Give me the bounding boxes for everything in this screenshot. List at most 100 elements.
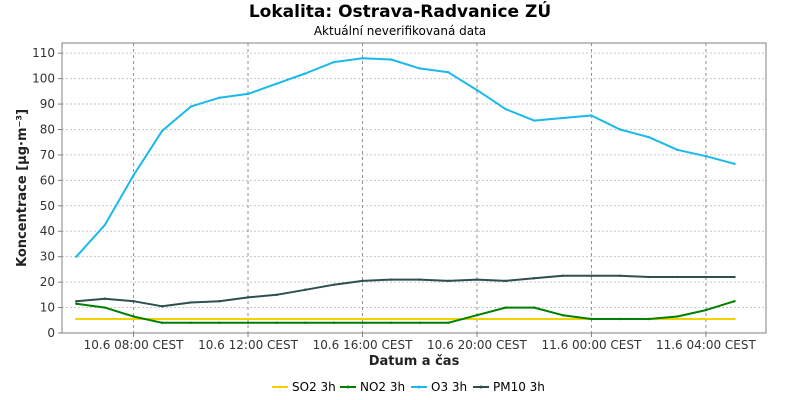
data-point bbox=[361, 279, 364, 283]
data-point bbox=[561, 317, 565, 321]
data-point bbox=[532, 306, 536, 309]
legend-swatch-point bbox=[417, 385, 421, 389]
data-point bbox=[475, 278, 479, 281]
data-point bbox=[504, 317, 507, 321]
data-point bbox=[532, 119, 536, 122]
y-tick-label: 80 bbox=[40, 122, 55, 136]
data-point bbox=[304, 72, 307, 75]
data-point bbox=[733, 300, 736, 303]
legend-label: NO2 3h bbox=[360, 380, 405, 394]
data-point bbox=[389, 278, 393, 281]
data-point bbox=[218, 300, 221, 303]
data-point bbox=[361, 57, 364, 60]
data-point bbox=[561, 313, 565, 317]
data-point bbox=[218, 96, 221, 99]
data-point bbox=[676, 275, 679, 279]
data-point bbox=[618, 128, 622, 131]
data-point bbox=[504, 279, 507, 283]
y-tick-label: 10 bbox=[40, 301, 55, 315]
data-point bbox=[676, 317, 679, 321]
data-point bbox=[475, 88, 479, 92]
data-point bbox=[75, 300, 78, 303]
data-point bbox=[561, 274, 565, 277]
legend-swatch-point bbox=[278, 385, 282, 389]
data-point bbox=[590, 114, 593, 117]
data-point bbox=[304, 321, 307, 325]
data-point bbox=[704, 317, 708, 321]
legend: SO2 3h NO2 3h O3 3h PM10 3h bbox=[272, 380, 545, 394]
series-line bbox=[76, 274, 735, 308]
data-point bbox=[218, 321, 221, 325]
series-line bbox=[76, 300, 735, 324]
data-point bbox=[704, 155, 708, 158]
data-point bbox=[160, 129, 164, 132]
tick-layer: 0 10 20 30 40 50 60 70 80 90 100 110 10.6 08:00 CEST… bbox=[32, 46, 756, 352]
y-tick-label: 60 bbox=[40, 173, 55, 187]
data-point bbox=[447, 317, 450, 321]
data-point bbox=[189, 321, 192, 325]
data-point bbox=[618, 317, 622, 321]
data-point bbox=[532, 317, 536, 321]
data-point bbox=[447, 321, 450, 325]
data-point bbox=[561, 116, 565, 120]
series-line bbox=[75, 57, 735, 258]
data-point bbox=[361, 317, 364, 321]
x-tick-label: 11.6 04:00 CEST bbox=[656, 338, 757, 352]
data-point bbox=[447, 71, 450, 74]
series-o3 bbox=[75, 57, 736, 258]
grid-layer bbox=[62, 43, 766, 334]
legend-item: O3 3h bbox=[411, 380, 467, 394]
data-point bbox=[275, 82, 278, 85]
data-point bbox=[189, 301, 192, 304]
data-point bbox=[332, 317, 336, 321]
y-tick-label: 70 bbox=[40, 148, 55, 162]
series-no2 bbox=[75, 300, 736, 325]
data-point bbox=[246, 317, 250, 321]
y-tick-label: 50 bbox=[40, 199, 55, 213]
data-point bbox=[246, 296, 250, 299]
data-point bbox=[504, 107, 507, 111]
data-point bbox=[103, 223, 107, 227]
y-tick-label: 100 bbox=[32, 72, 55, 86]
data-point bbox=[75, 302, 78, 305]
data-point bbox=[676, 315, 679, 318]
series-layer bbox=[75, 57, 736, 325]
data-point bbox=[160, 321, 164, 325]
data-point bbox=[132, 317, 135, 321]
data-point bbox=[418, 67, 421, 70]
data-point bbox=[361, 321, 364, 325]
data-point bbox=[418, 317, 421, 321]
data-point bbox=[733, 162, 736, 166]
legend-item: SO2 3h bbox=[272, 380, 336, 394]
legend-label: SO2 3h bbox=[292, 380, 336, 394]
data-point bbox=[418, 278, 421, 281]
data-point bbox=[103, 306, 107, 309]
x-tick-label: 10.6 08:00 CEST bbox=[84, 338, 185, 352]
data-point bbox=[647, 275, 650, 279]
data-point bbox=[532, 277, 536, 280]
data-point bbox=[332, 60, 336, 64]
chart-title: Lokalita: Ostrava-Radvanice ZÚ bbox=[248, 2, 552, 22]
data-point bbox=[246, 92, 250, 96]
legend-label: O3 3h bbox=[431, 380, 467, 394]
data-point bbox=[246, 321, 250, 325]
data-point bbox=[618, 274, 622, 277]
legend-item: NO2 3h bbox=[340, 380, 405, 394]
data-point bbox=[733, 275, 736, 279]
plot-frame bbox=[61, 42, 767, 334]
data-point bbox=[304, 288, 307, 291]
data-point bbox=[275, 321, 278, 325]
data-point bbox=[132, 300, 135, 303]
data-point bbox=[332, 321, 336, 325]
data-point bbox=[103, 297, 107, 300]
data-point bbox=[704, 275, 708, 279]
y-tick-label: 30 bbox=[40, 250, 55, 264]
x-tick-label: 10.6 12:00 CEST bbox=[198, 338, 299, 352]
data-point bbox=[218, 317, 221, 321]
data-point bbox=[189, 317, 192, 321]
data-point bbox=[475, 317, 479, 321]
data-point bbox=[332, 283, 336, 286]
data-point bbox=[160, 317, 164, 321]
data-point bbox=[189, 105, 192, 108]
